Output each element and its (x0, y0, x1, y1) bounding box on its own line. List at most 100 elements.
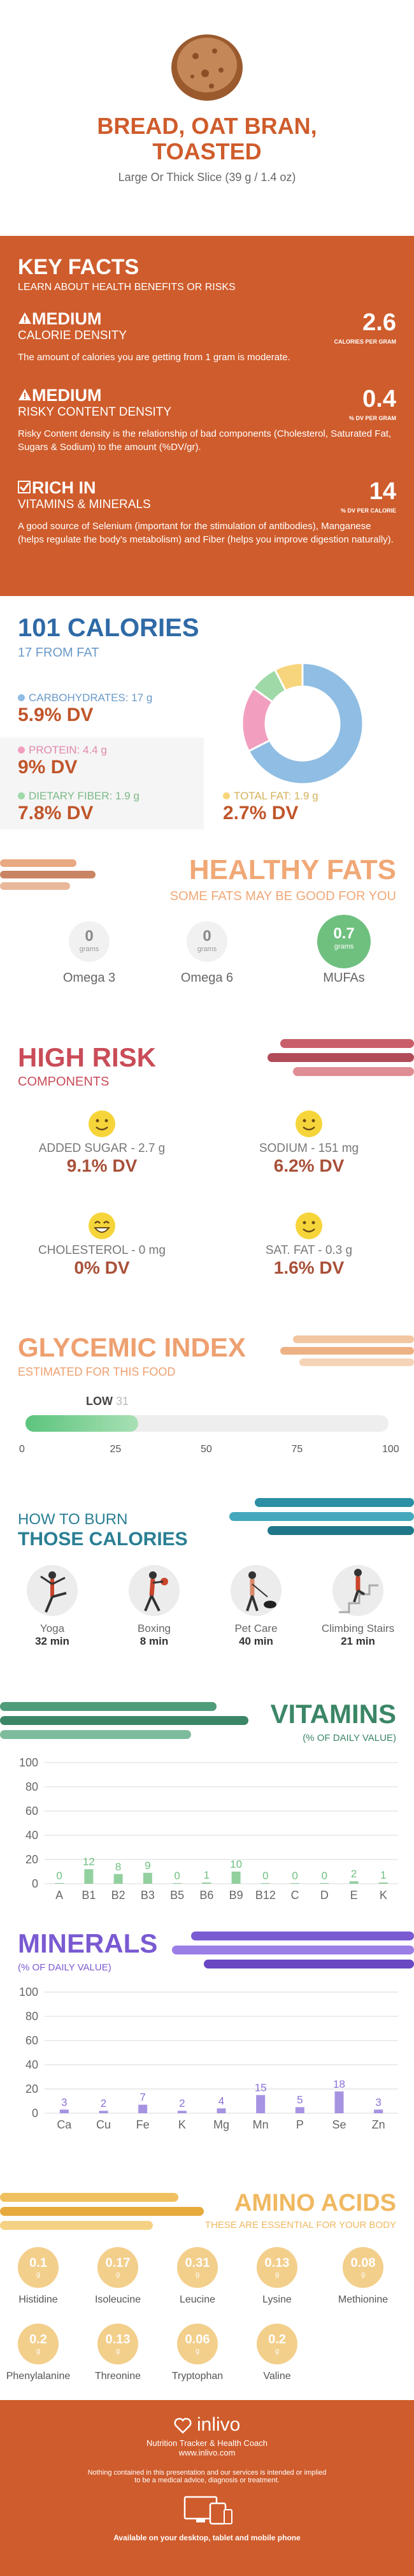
bar-value-label: 0 (174, 1870, 180, 1882)
legend-dot (18, 694, 25, 701)
fact-calorie-density: MEDIUM CALORIE DENSITY 2.6 CALORIES PER … (18, 309, 396, 363)
legend-dot (18, 746, 25, 753)
decorative-stripes (268, 1039, 414, 1076)
glycemic-section: GLYCEMIC INDEX ESTIMATED FOR THIS FOOD L… (0, 1320, 414, 1479)
macro-fiber: DIETARY FIBER: 1.9 g 7.8% DV (0, 783, 204, 829)
x-tick-label: E (350, 1889, 358, 1902)
glycemic-value: 31 (116, 1395, 129, 1408)
amino-valine: 0.2 g Valine (239, 2324, 315, 2382)
activity-pet-care: Pet Care 40 min (211, 1565, 301, 1648)
x-tick-label: Se (332, 2118, 346, 2131)
glycemic-subtitle: ESTIMATED FOR THIS FOOD (18, 1365, 176, 1378)
smiley-icon (296, 1212, 322, 1239)
macro-fat: TOTAL FAT: 1.9 g 2.7% DV (223, 790, 318, 824)
bar-B6 (202, 1882, 211, 1884)
footer-disclaimer-1: Nothing contained in this presentation a… (87, 2469, 327, 2477)
decorative-stripes (0, 1702, 248, 1739)
risk-sodium: SODIUM - 151 mg 6.2% DV (217, 1109, 401, 1176)
bar-value-label: 7 (139, 2092, 145, 2104)
x-tick-label: B6 (199, 1889, 213, 1902)
y-tick-label: 60 (25, 2034, 38, 2047)
bar-Cu (99, 2111, 108, 2113)
smiley-icon (296, 1110, 322, 1137)
bar-value-label: 9 (145, 1859, 150, 1872)
amino-lysine: 0.13 g Lysine (239, 2247, 315, 2306)
warning-icon (18, 312, 31, 324)
glycemic-track (25, 1415, 389, 1432)
bar-value-label: 2 (179, 2097, 185, 2109)
x-tick-label: K (178, 2118, 186, 2131)
amino-histidine: 0.1 g Histidine (0, 2247, 76, 2306)
page-title: BREAD, OAT BRAN, TOASTED (97, 113, 317, 164)
y-tick-label: 80 (25, 1780, 38, 1793)
macro-donut-chart (241, 662, 364, 785)
risk-subtitle: COMPONENTS (18, 1075, 110, 1089)
stairs-icon (339, 1569, 378, 1613)
bar-value-label: 2 (101, 2097, 106, 2109)
bar-value-label: 0 (322, 1870, 327, 1882)
x-tick-label: Cu (96, 2118, 111, 2131)
key-facts-section: KEY FACTS LEARN ABOUT HEALTH BENEFITS OR… (0, 236, 414, 596)
activity-boxing: Boxing 8 min (110, 1565, 199, 1648)
amino-methionine: 0.08 g Methionine (325, 2247, 401, 2306)
decorative-stripes (229, 1498, 414, 1535)
heart-logo-icon (174, 2418, 192, 2434)
y-tick-label: 100 (19, 1756, 38, 1769)
x-tick-label: B3 (141, 1889, 155, 1902)
dog-walking-icon (246, 1571, 276, 1612)
y-tick-label: 80 (25, 2010, 38, 2023)
glycemic-fill (25, 1415, 138, 1432)
bar-value-label: 10 (230, 1858, 242, 1870)
y-tick-label: 60 (25, 1805, 38, 1817)
bread-image (171, 34, 243, 101)
bar-B3 (143, 1872, 152, 1884)
bar-C (290, 1883, 300, 1884)
bar-Mg (217, 2108, 226, 2113)
vitamins-bar-chart: 0204060801000A12B18B29B30B51B610B90B120C… (19, 1756, 398, 1902)
y-tick-label: 0 (32, 1877, 38, 1890)
amino-phenylalanine: 0.2 g Phenylalanine (0, 2324, 76, 2382)
y-tick-label: 40 (25, 2058, 38, 2071)
x-tick-label: K (380, 1889, 387, 1902)
warning-icon (18, 389, 31, 400)
footer: inlivo Nutrition Tracker & Health Coach … (0, 2400, 414, 2576)
minerals-bar-chart: 0 20 40 60 80 100 3 Ca 2 Cu 7 Fe 2 K 4 Mg 15 Mn 5 P 18 Se 3 Zn (19, 1986, 398, 2131)
y-tick-label: 0 (32, 2107, 38, 2120)
bar-value-label: 0 (292, 1870, 297, 1882)
fat-omega-3: 0 grams Omega 3 (48, 921, 131, 986)
macro-protein: PROTEIN: 4.4 g 9% DV (0, 738, 204, 783)
y-tick-label: 20 (25, 2083, 38, 2095)
bar-D (320, 1883, 329, 1884)
bar-value-label: 3 (375, 2096, 381, 2108)
risk-cholesterol: CHOLESTEROL - 0 mg 0% DV (13, 1211, 191, 1278)
bar-value-label: 8 (115, 1861, 121, 1873)
calories-section: 101 CALORIES 17 FROM FAT CARBOHYDRATES: … (0, 596, 414, 829)
bar-K (177, 2111, 187, 2113)
grin-icon (89, 1212, 115, 1239)
bar-value-label: 5 (297, 2094, 303, 2106)
burn-section: HOW TO BURN THOSE CALORIES Yoga 32 min B… (0, 1498, 414, 1708)
pie-slice-total-fat (273, 662, 304, 692)
pie-slice-carbohydrates (247, 662, 364, 785)
boxing-icon (144, 1571, 168, 1612)
x-tick-label: B9 (229, 1889, 243, 1902)
bar-value-label: 1 (204, 1869, 210, 1881)
bar-value-label: 4 (218, 2095, 224, 2107)
legend-dot (223, 792, 230, 799)
bar-value-label: 18 (333, 2078, 345, 2090)
decorative-stripes (172, 1932, 414, 1968)
footer-url[interactable]: www.inlivo.com (178, 2448, 236, 2457)
bar-K (378, 1882, 388, 1884)
healthy-fats-section: HEALTHY FATS SOME FATS MAY BE GOOD FOR Y… (0, 829, 414, 1020)
glycemic-tick: 75 (291, 1444, 303, 1455)
bar-value-label: 0 (56, 1870, 62, 1882)
minerals-title: MINERALS (18, 1928, 158, 1958)
x-tick-label: Fe (136, 2118, 150, 2131)
calories-title: 101 CALORIES (18, 614, 199, 642)
bar-B12 (261, 1883, 270, 1884)
y-tick-label: 100 (19, 1986, 38, 1998)
y-tick-label: 20 (25, 1853, 38, 1866)
x-tick-label: A (55, 1889, 63, 1902)
x-tick-label: Zn (372, 2118, 385, 2131)
serving-size: Large Or Thick Slice (39 g / 1.4 oz) (118, 171, 296, 184)
